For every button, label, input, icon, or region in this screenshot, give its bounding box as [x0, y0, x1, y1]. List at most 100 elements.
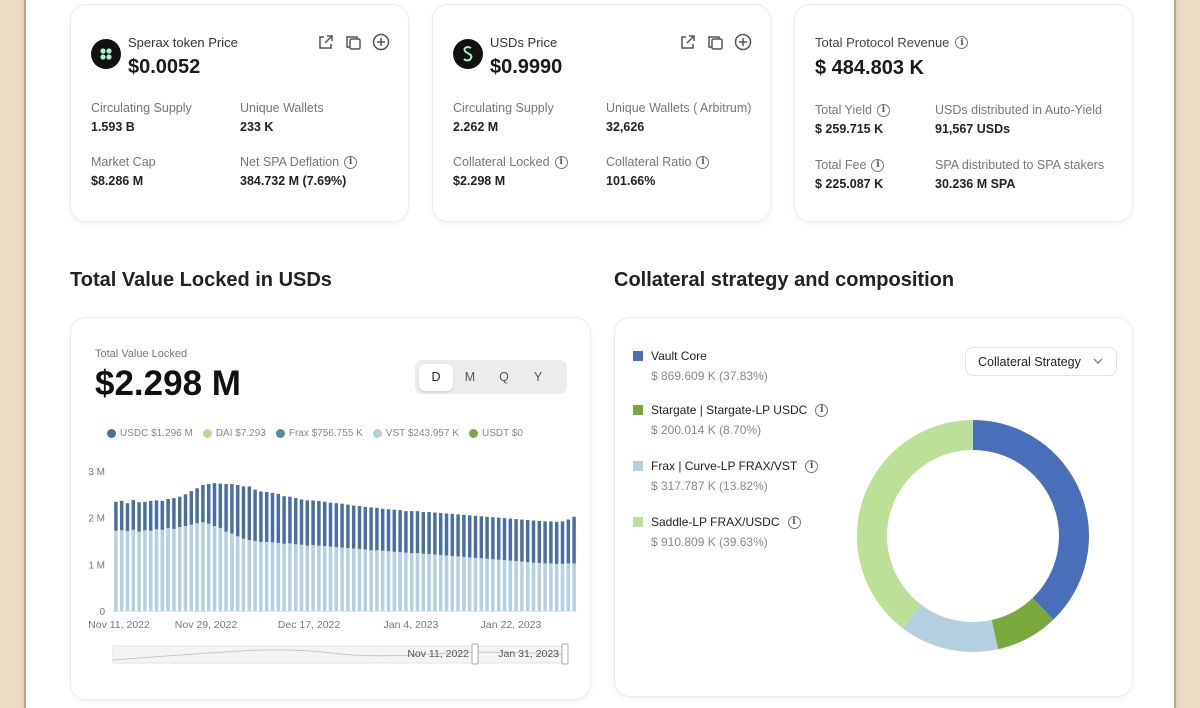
composition-item-frax-curve: Frax | Curve-LP FRAX/VST i $ 317.787 K (1… — [633, 459, 819, 493]
period-month[interactable]: M — [464, 370, 476, 384]
bar-segment-usdc — [189, 491, 194, 525]
bar-segment-frax — [346, 548, 350, 611]
legend-item-usdt[interactable]: USDT $0 — [469, 428, 523, 439]
bar-segment-usdc — [404, 511, 408, 553]
info-icon[interactable]: i — [344, 155, 358, 169]
tvl-card: Total Value Locked $2.298 M D M Q Y USDC… — [70, 317, 591, 700]
bar-segment-usdc — [346, 504, 350, 548]
bar-segment-frax — [288, 543, 292, 611]
bar-segment-usdc — [433, 512, 437, 555]
x-tick-label: Dec 17, 2022 — [278, 619, 341, 631]
bar-segment-usdc — [247, 486, 252, 541]
bar-segment-usdc — [119, 500, 124, 531]
bar-segment-frax — [166, 527, 170, 611]
period-selector: D M Q Y — [415, 360, 567, 394]
composition-item-saddle: Saddle-LP FRAX/USDC i $ 910.809 K (39.63%… — [633, 515, 801, 549]
bar-segment-frax — [467, 557, 472, 611]
info-icon[interactable]: i — [805, 459, 819, 473]
chart-legend: USDC $1.296 M DAI $7.293 Frax $756.755 K… — [107, 428, 523, 439]
range-handle-right — [561, 643, 569, 665]
bar-segment-frax — [114, 530, 118, 611]
info-icon[interactable]: i — [554, 155, 568, 169]
bar-segment-usdc — [502, 518, 507, 561]
bar-segment-usdc — [409, 511, 414, 554]
bar-segment-frax — [566, 563, 571, 611]
info-icon[interactable]: i — [696, 155, 710, 169]
legend-item-usdc[interactable]: USDC $1.296 M — [107, 428, 193, 439]
period-day[interactable]: D — [419, 363, 453, 391]
composition-donut-chart — [857, 420, 1089, 652]
bar-segment-frax — [282, 543, 286, 611]
bar-segment-usdc — [380, 508, 385, 551]
bar-segment-frax — [525, 562, 530, 611]
bar-segment-usdc — [369, 507, 373, 551]
bar-segment-frax — [143, 530, 147, 611]
usds-price-card: USDs Price $0.9990 Circulating Supply 2.… — [432, 4, 771, 222]
composition-item-vault-core: Vault Core $ 869.609 K (37.83%) — [633, 349, 768, 383]
bar-segment-frax — [398, 552, 402, 611]
bar-segment-frax — [404, 552, 408, 611]
legend-item-frax[interactable]: Frax $756.755 K — [275, 428, 363, 439]
y-tick-label: 0 — [99, 607, 105, 618]
external-link-icon[interactable] — [316, 33, 334, 51]
bar-segment-frax — [328, 546, 333, 611]
external-link-icon[interactable] — [678, 33, 696, 51]
usds-stat-collateral-ratio: Collateral Ratio i 101.66% — [606, 155, 710, 188]
bar-segment-frax — [357, 548, 362, 611]
bar-segment-usdc — [462, 514, 466, 557]
bar-segment-frax — [479, 558, 484, 611]
bar-segment-frax — [230, 533, 234, 611]
bar-segment-usdc — [230, 484, 234, 534]
y-tick-label: 1 M — [88, 560, 105, 571]
bar-segment-usdc — [543, 521, 547, 564]
info-icon[interactable]: i — [871, 158, 885, 172]
revenue-stat-stakers: SPA distributed to SPA stakers 30.236 M … — [935, 158, 1105, 191]
bar-segment-frax — [473, 557, 478, 611]
bar-segment-frax — [311, 545, 315, 611]
period-year[interactable]: Y — [533, 370, 543, 384]
info-icon[interactable]: i — [876, 103, 890, 117]
bar-segment-frax — [409, 553, 414, 611]
bar-segment-frax — [299, 544, 304, 611]
bar-segment-frax — [183, 526, 188, 611]
usds-stat-circulating: Circulating Supply 2.262 M — [453, 101, 554, 134]
usds-stat-wallets: Unique Wallets ( Arbitrum) 32,626 — [606, 101, 752, 134]
bar-segment-frax — [514, 561, 518, 611]
info-icon[interactable]: i — [955, 36, 969, 49]
revenue-stat-fee: Total Fee i $ 225.087 K — [815, 158, 885, 191]
bar-segment-usdc — [317, 500, 321, 546]
bar-segment-frax — [444, 555, 449, 611]
copy-icon[interactable] — [706, 33, 724, 51]
bar-segment-frax — [235, 536, 240, 611]
legend-item-dai[interactable]: DAI $7.293 — [202, 428, 266, 439]
bar-segment-usdc — [322, 501, 327, 547]
bar-segment-usdc — [485, 516, 489, 559]
collateral-strategy-dropdown[interactable]: Collateral Strategy — [965, 347, 1117, 376]
bar-segment-frax — [572, 563, 576, 611]
add-circle-icon[interactable] — [734, 33, 752, 51]
info-icon[interactable]: i — [787, 515, 801, 529]
bar-segment-usdc — [125, 503, 130, 532]
bar-segment-frax — [456, 556, 460, 611]
donut-slice-saddle-lp-frax-usdc — [857, 420, 973, 629]
x-tick-label: Nov 11, 2022 — [88, 619, 150, 631]
add-circle-icon[interactable] — [372, 33, 390, 51]
legend-item-vst[interactable]: VST $243.957 K — [372, 428, 459, 439]
bar-segment-usdc — [166, 499, 170, 528]
bar-segment-usdc — [177, 496, 182, 527]
copy-icon[interactable] — [344, 33, 362, 51]
x-tick-label: Nov 29, 2022 — [175, 619, 238, 631]
period-quarter[interactable]: Q — [499, 370, 509, 384]
info-icon[interactable]: i — [815, 403, 829, 417]
bar-segment-frax — [549, 563, 553, 611]
bar-segment-frax — [375, 550, 379, 611]
bar-segment-frax — [218, 527, 223, 611]
bar-segment-usdc — [299, 499, 304, 545]
bar-segment-frax — [543, 563, 547, 611]
bar-segment-frax — [241, 538, 246, 611]
bar-segment-usdc — [334, 503, 339, 548]
bar-segment-frax — [427, 554, 431, 611]
bar-segment-usdc — [514, 519, 518, 562]
bar-segment-frax — [340, 547, 344, 611]
